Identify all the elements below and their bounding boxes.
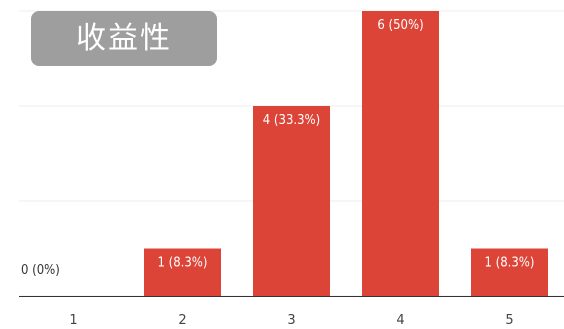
- x-tick-label-1: 1: [69, 313, 77, 328]
- x-tick-label-2: 2: [178, 313, 186, 328]
- data-label-2: 1 (8.3%): [158, 256, 208, 271]
- overlay-label: 收益性: [31, 11, 217, 66]
- bar-3: [253, 106, 330, 296]
- data-label-1: 0 (0%): [21, 263, 60, 278]
- bar-2: [144, 248, 221, 296]
- x-tick-label-4: 4: [396, 313, 404, 328]
- data-label-3: 4 (33.3%): [263, 113, 320, 128]
- data-label-4: 6 (50%): [377, 18, 423, 33]
- data-label-5: 1 (8.3%): [485, 256, 535, 271]
- x-tick-label-5: 5: [505, 313, 513, 328]
- x-tick-label-3: 3: [287, 313, 295, 328]
- bar-4: [362, 11, 439, 296]
- bar-5: [471, 248, 548, 296]
